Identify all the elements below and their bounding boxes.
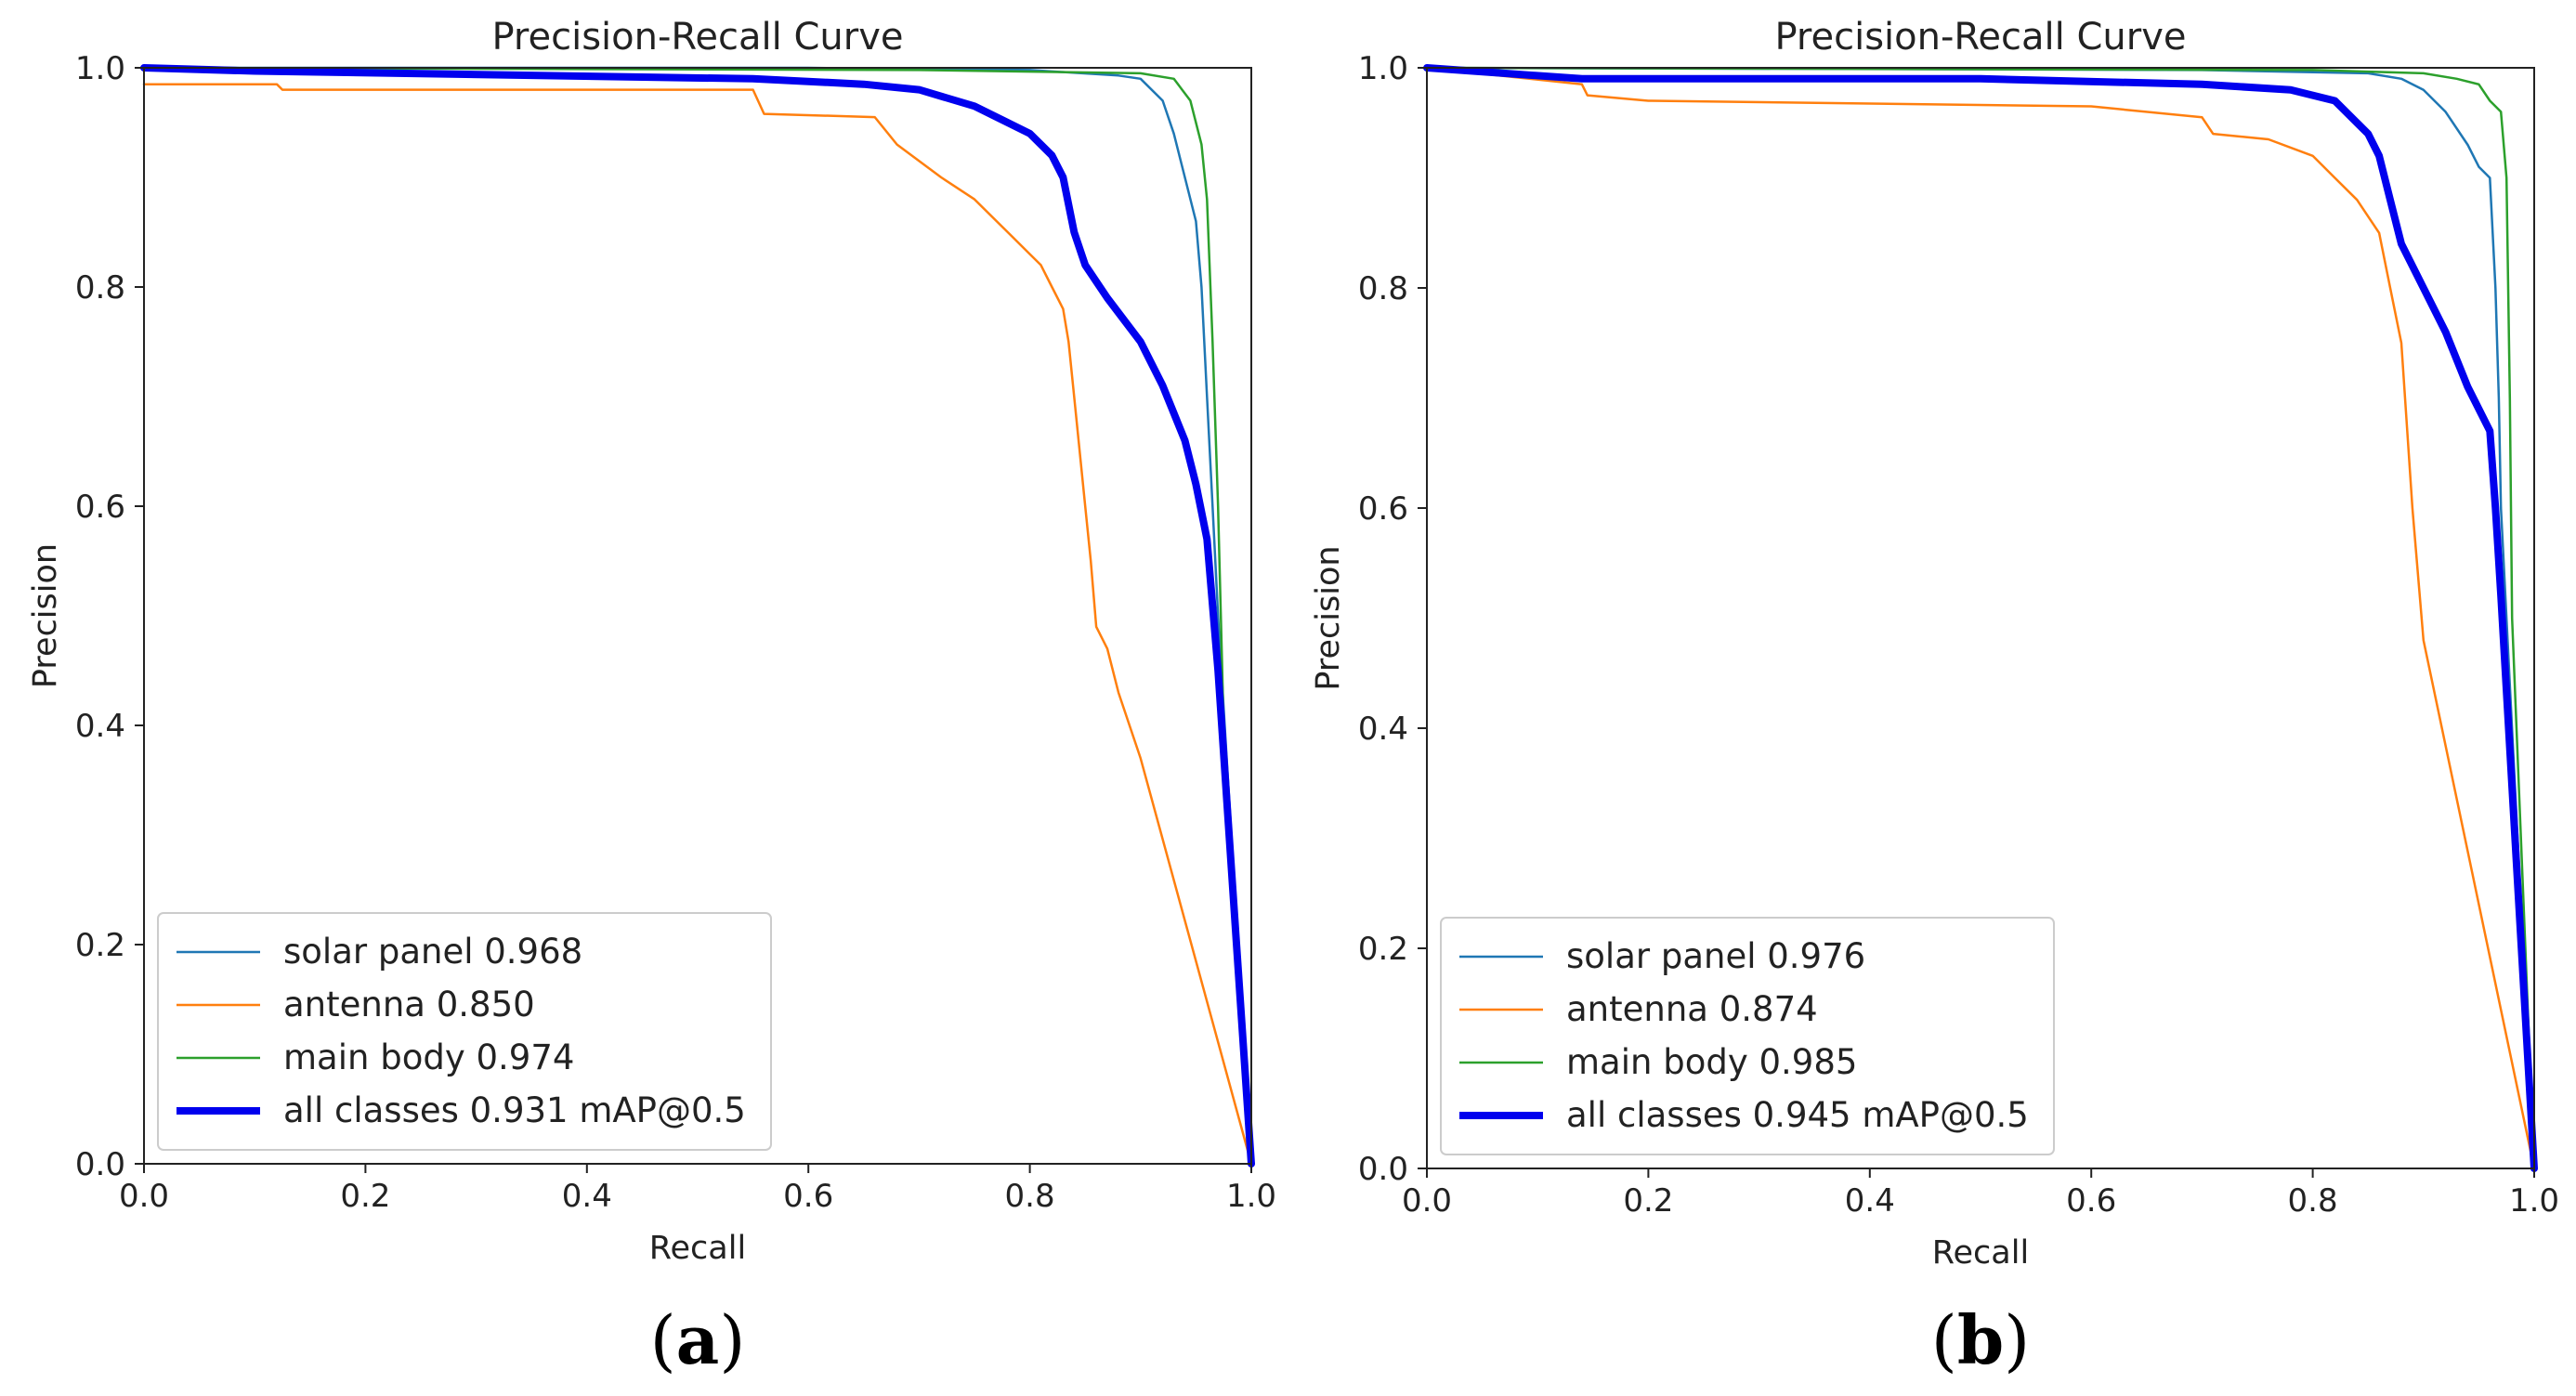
series-line-main-body: [1425, 66, 2536, 1170]
y-tick-label: 0.8: [1358, 270, 1408, 307]
y-tick-label: 0.4: [1358, 711, 1408, 748]
y-axis-label: Precision: [27, 543, 64, 688]
x-tick-label: 0.4: [1845, 1182, 1895, 1220]
legend-box: [157, 912, 772, 1151]
x-tick-label: 0.2: [340, 1178, 390, 1215]
legend-entry-label: antenna 0.850: [283, 985, 535, 1024]
panel-caption: (b): [1931, 1300, 2031, 1379]
legend: solar panel 0.976 antenna 0.874 main body …: [1440, 917, 2055, 1155]
chart-title: Precision-Recall Curve: [492, 16, 904, 59]
caption-open-paren: (: [1931, 1301, 1957, 1379]
legend-entry-label: all classes 0.931 mAP@0.5: [283, 1090, 746, 1130]
y-tick-label: 0.4: [75, 708, 125, 745]
caption-letter: a: [676, 1300, 720, 1379]
chart-panel-a: 0.0 0.2 0.4 0.6 0.8 1.0 0.0 0.2 0.4 0.6 0.8 1.0 Prec…: [27, 16, 1276, 1379]
series-line-antenna: [142, 83, 1253, 1166]
x-tick-label: 0.8: [2288, 1182, 2338, 1220]
caption-close-paren: ): [2004, 1301, 2030, 1379]
y-tick-label: 0.6: [75, 489, 125, 526]
legend-entry-label: all classes 0.945 mAP@0.5: [1566, 1095, 2029, 1135]
legend: solar panel 0.968 antenna 0.850 main body …: [157, 912, 772, 1151]
series-line-main-body: [142, 66, 1253, 1166]
x-tick-label: 0.6: [783, 1178, 833, 1215]
y-tick-label: 0.0: [75, 1146, 125, 1183]
y-axis-label: Precision: [1310, 545, 1347, 690]
x-axis-label: Recall: [649, 1230, 746, 1267]
caption-close-paren: ): [719, 1301, 745, 1379]
legend-entry-label: antenna 0.874: [1566, 989, 1818, 1029]
series-line-all-classes: [1423, 64, 2538, 1172]
chart-panel-b: 0.0 0.2 0.4 0.6 0.8 1.0 0.0 0.2 0.4 0.6 0.8 1.0 Prec…: [1310, 16, 2559, 1379]
x-axis-label: Recall: [1932, 1234, 2029, 1272]
legend-entry-label: solar panel 0.968: [283, 932, 582, 972]
series-line-antenna: [1425, 66, 2536, 1170]
x-tick-label: 0.4: [562, 1178, 612, 1215]
legend-entry-label: main body 0.985: [1566, 1042, 1857, 1082]
chart-title: Precision-Recall Curve: [1775, 16, 2187, 59]
y-tick-label: 0.2: [75, 927, 125, 964]
x-tick-label: 1.0: [1226, 1178, 1276, 1215]
x-tick-label: 0.0: [1402, 1182, 1452, 1220]
x-tick-label: 0.6: [2066, 1182, 2116, 1220]
x-tick-label: 0.0: [119, 1178, 169, 1215]
y-tick-label: 1.0: [75, 50, 125, 87]
x-tick-label: 1.0: [2509, 1182, 2559, 1220]
panel-caption: (a): [650, 1300, 746, 1379]
axes-frame: [143, 67, 1252, 1165]
x-tick-label: 0.2: [1623, 1182, 1673, 1220]
series-line-solar-panel: [1425, 66, 2536, 1170]
y-tick-label: 0.8: [75, 269, 125, 307]
y-tick-label: 1.0: [1358, 50, 1408, 87]
legend-entry-label: main body 0.974: [283, 1037, 574, 1077]
y-tick-label: 0.0: [1358, 1151, 1408, 1188]
legend-entry-label: solar panel 0.976: [1566, 936, 1865, 976]
legend-box: [1440, 917, 2055, 1155]
series-line-all-classes: [140, 64, 1255, 1168]
caption-open-paren: (: [650, 1301, 676, 1379]
y-tick-label: 0.2: [1358, 931, 1408, 968]
x-tick-label: 0.8: [1005, 1178, 1055, 1215]
y-tick-label: 0.6: [1358, 490, 1408, 528]
axes-frame: [1426, 67, 2535, 1169]
caption-letter: b: [1957, 1300, 2004, 1379]
